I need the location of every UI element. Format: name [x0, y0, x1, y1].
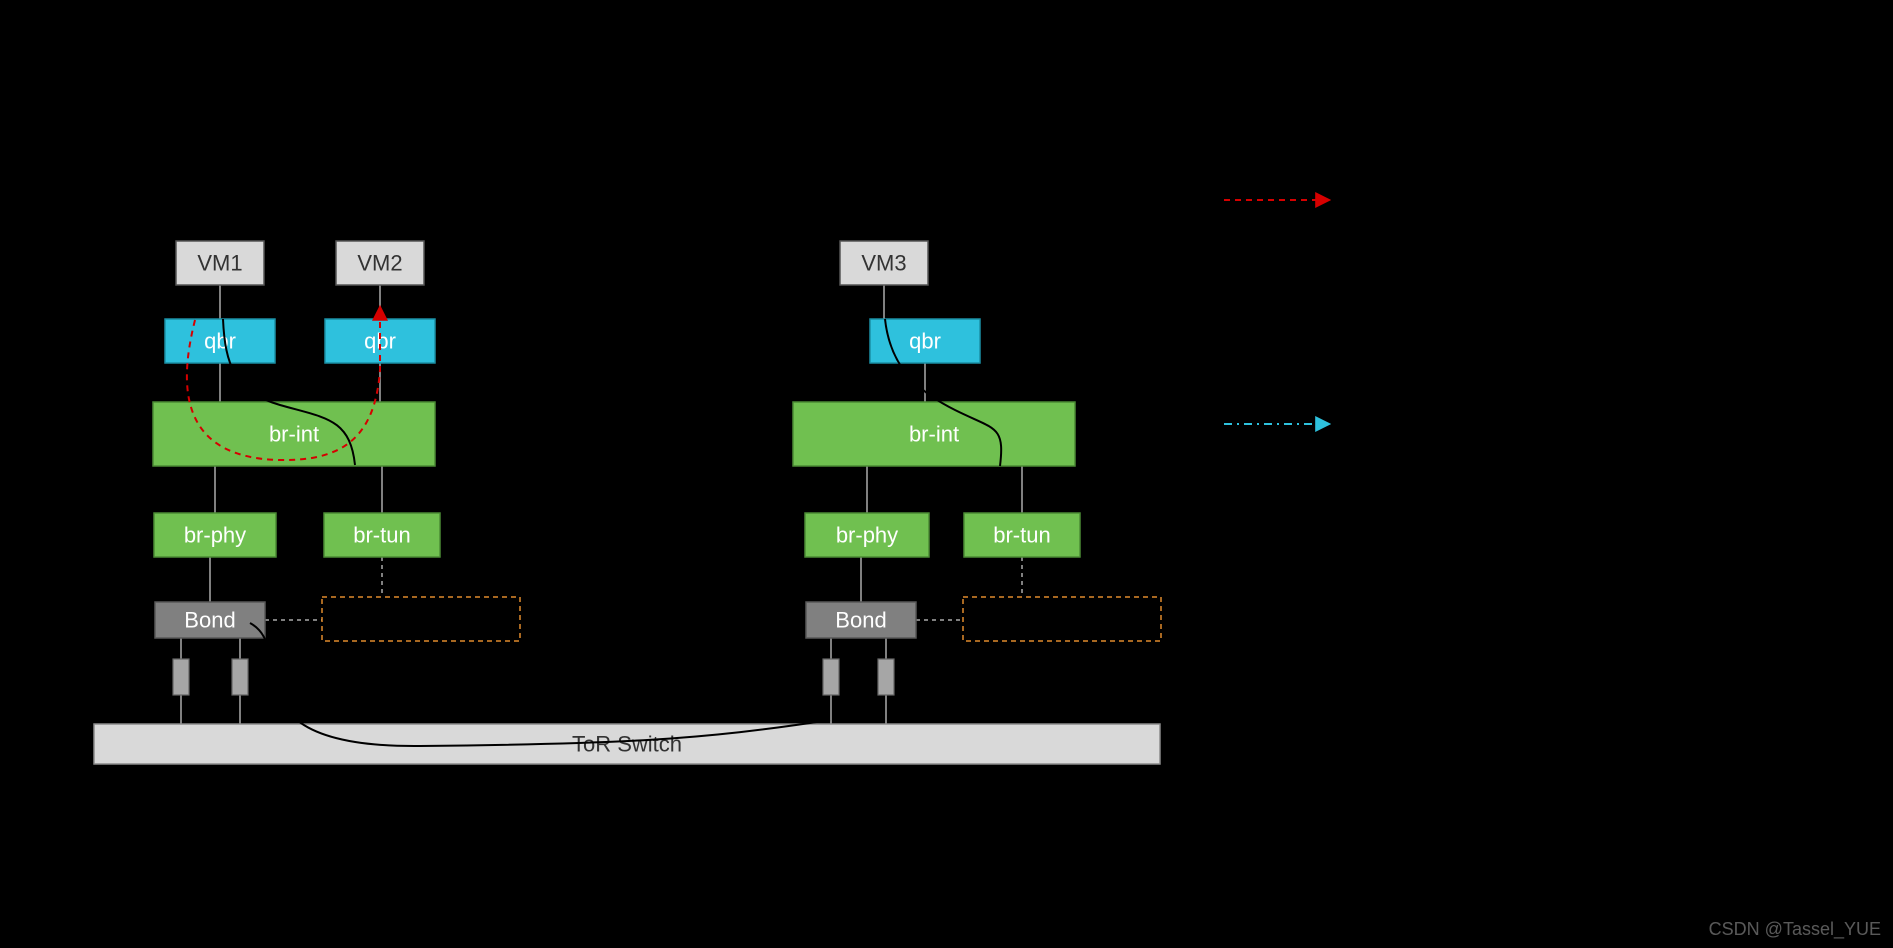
vtep-box [322, 597, 520, 641]
br-tun-node-label: br-tun [353, 523, 410, 548]
br-int-node-label: br-int [269, 422, 319, 447]
br-phy-node-label: br-phy [836, 523, 898, 548]
nic-port [173, 659, 189, 695]
vm-node-label: VM1 [197, 251, 242, 276]
nic-port [232, 659, 248, 695]
br-phy-node-label: br-phy [184, 523, 246, 548]
diagram-canvas: ToR Switch br-int br-int br-phy br-tun br-phy… [0, 0, 1893, 948]
bond-node-label: Bond [835, 608, 886, 633]
tor-switch-label: ToR Switch [572, 732, 682, 757]
qbr-node-label: qbr [909, 329, 941, 354]
vtep-box [963, 597, 1161, 641]
bond-node-label: Bond [184, 608, 235, 633]
br-int-node-label: br-int [909, 422, 959, 447]
watermark-text: CSDN @Tassel_YUE [1709, 919, 1881, 940]
vm-node-label: VM3 [861, 251, 906, 276]
nic-port [823, 659, 839, 695]
br-tun-node-label: br-tun [993, 523, 1050, 548]
nic-port [878, 659, 894, 695]
vm-node-label: VM2 [357, 251, 402, 276]
qbr-node-label: qbr [204, 329, 236, 354]
